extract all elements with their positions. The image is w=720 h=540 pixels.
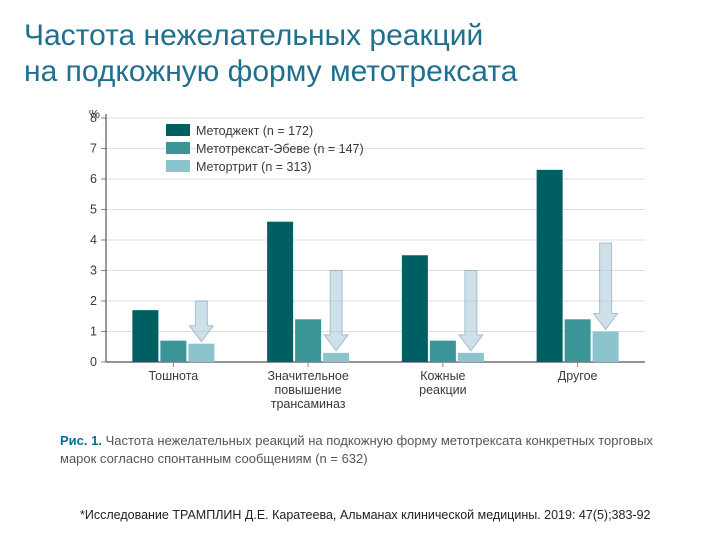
svg-text:6: 6 <box>90 172 97 186</box>
caption-lead: Рис. 1. <box>60 433 102 448</box>
citation-text: *Исследование ТРАМПЛИН Д.Е. Каратеева, А… <box>80 508 650 522</box>
svg-text:Метортрит (n = 313): Метортрит (n = 313) <box>196 160 312 174</box>
title-line2: на подкожную форму метотрексата <box>24 54 720 90</box>
svg-text:Методжект (n = 172): Методжект (n = 172) <box>196 124 313 138</box>
bar-chart: 012345678%ТошнотаЗначительноеповышениетр… <box>60 110 655 420</box>
svg-text:Метотрексат-Эбеве (n = 147): Метотрексат-Эбеве (n = 147) <box>196 142 364 156</box>
caption-text: Частота нежелательных реакций на подкожн… <box>60 433 653 466</box>
slide-root: Частота нежелательных реакций на подкожн… <box>0 0 720 540</box>
svg-text:трансаминаз: трансаминаз <box>271 397 346 411</box>
svg-text:5: 5 <box>90 203 97 217</box>
svg-text:%: % <box>89 110 100 121</box>
svg-text:7: 7 <box>90 142 97 156</box>
svg-text:Другое: Другое <box>558 369 598 383</box>
svg-text:Значительное: Значительное <box>267 369 348 383</box>
svg-text:1: 1 <box>90 325 97 339</box>
svg-text:3: 3 <box>90 264 97 278</box>
svg-text:Тошнота: Тошнота <box>148 369 198 383</box>
svg-text:реакции: реакции <box>419 383 466 397</box>
svg-text:Кожные: Кожные <box>420 369 465 383</box>
slide-title: Частота нежелательных реакций на подкожн… <box>24 18 720 90</box>
chart-canvas: 012345678%ТошнотаЗначительноеповышениетр… <box>60 110 655 420</box>
title-line1: Частота нежелательных реакций <box>24 19 483 52</box>
svg-text:2: 2 <box>90 294 97 308</box>
svg-text:4: 4 <box>90 233 97 247</box>
svg-text:повышение: повышение <box>275 383 342 397</box>
svg-text:0: 0 <box>90 355 97 369</box>
figure-caption: Рис. 1. Частота нежелательных реакций на… <box>60 432 655 467</box>
